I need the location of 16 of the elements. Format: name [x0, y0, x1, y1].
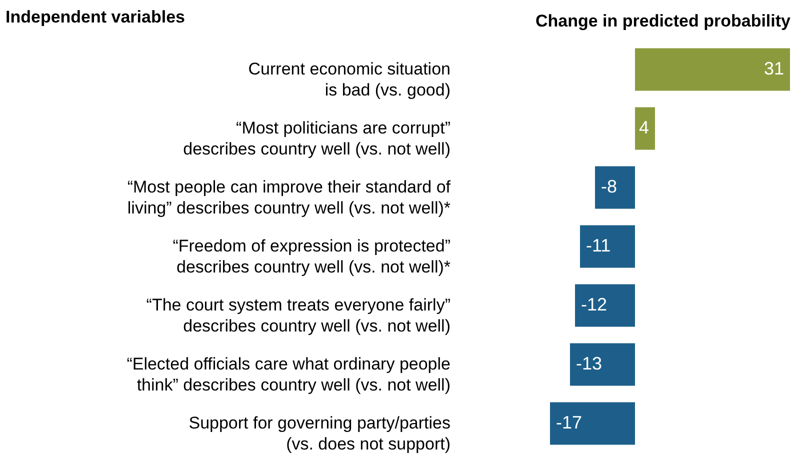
y-tick-label: “Most people can improve their standard of living” describes country well (vs. not well)*: [127, 178, 451, 218]
y-axis-title: Independent variables: [6, 8, 185, 26]
y-tick-label: “The court system treats everyone fairly” describes country well (vs. not well): [146, 296, 451, 336]
data-label: -8: [601, 176, 618, 196]
data-label: -11: [586, 236, 611, 256]
y-tick-label: Current economic situation is bad (vs. good): [248, 60, 450, 100]
data-label: 4: [638, 118, 649, 138]
data-label: -12: [581, 294, 608, 314]
data-label: -17: [556, 412, 582, 432]
data-label: -13: [576, 354, 602, 374]
y-tick-label: “Elected officials care what ordinary people think” describes country well (vs. not well): [126, 354, 450, 394]
y-tick-label: “Freedom of expression is protected” describes country well (vs. not well)*: [172, 236, 451, 276]
x-axis-title: Change in predicted probability: [535, 12, 792, 30]
y-tick-label: Support for governing party/parties (vs. does not support): [188, 414, 450, 454]
y-tick-label: “Most politicians are corrupt” describes country well (vs. not well): [183, 118, 451, 158]
data-label: 31: [764, 58, 784, 78]
